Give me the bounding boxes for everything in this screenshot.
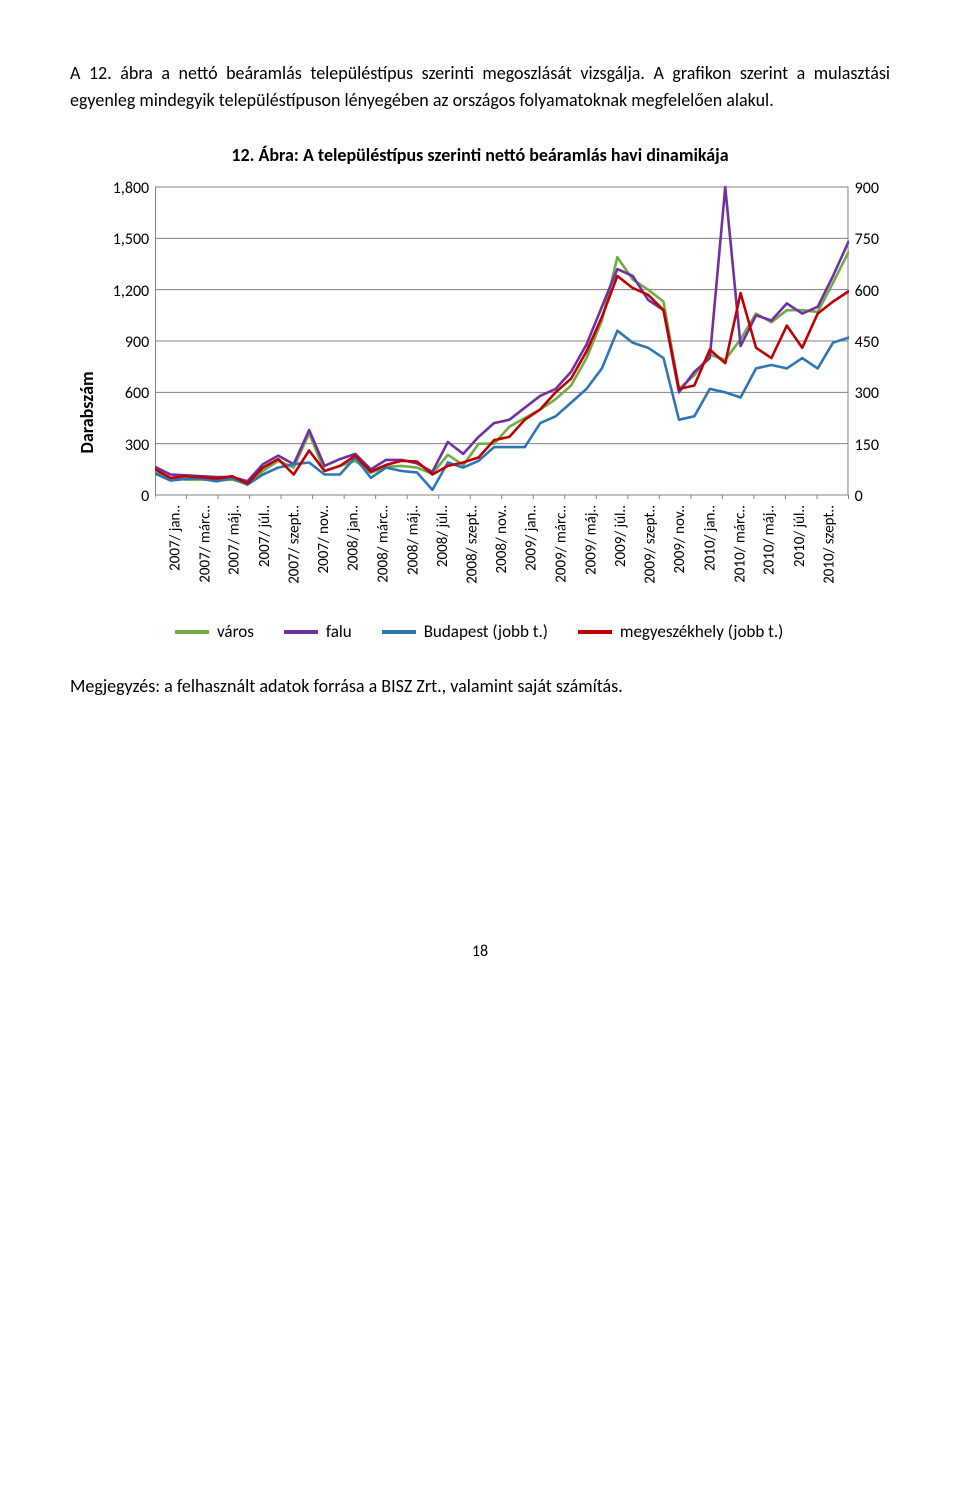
y-axis-label: Darabszám (70, 181, 105, 645)
x-tick-label: 2008/ nov.. (491, 505, 514, 573)
y-tick-label: 1,500 (113, 228, 149, 252)
y-tick-label: 900 (855, 177, 879, 201)
legend-label: Budapest (jobb t.) (424, 619, 548, 645)
y-ticks-right: 0150300450600750900 (849, 181, 890, 501)
x-tick-label: 2010/ júl.. (788, 505, 811, 567)
chart-container: Darabszám 03006009001,2001,5001,800 0150… (70, 181, 890, 645)
x-tick-label: 2010/ jan.. (699, 505, 722, 571)
x-tick-label: 2009/ jan.. (521, 505, 544, 571)
intro-paragraph: A 12. ábra a nettó beáramlás településtí… (70, 60, 890, 114)
legend-swatch (284, 630, 318, 634)
legend-swatch (578, 630, 612, 634)
x-tick-label: 2007/ júl.. (254, 505, 277, 567)
legend-label: város (217, 619, 254, 645)
figure-title: 12. Ábra: A településtípus szerinti nett… (70, 142, 890, 169)
x-tick-label: 2009/ szept.. (640, 505, 663, 584)
y-tick-label: 900 (125, 331, 149, 355)
x-tick-label: 2007/ máj.. (224, 505, 247, 575)
chart-svg (155, 181, 848, 501)
legend-label: megyeszékhely (jobb t.) (620, 619, 783, 645)
y-tick-label: 0 (141, 485, 149, 509)
x-tick-label: 2008/ jan.. (343, 505, 366, 571)
y-tick-label: 300 (855, 382, 879, 406)
legend-item: Budapest (jobb t.) (382, 619, 548, 645)
y-tick-label: 300 (125, 434, 149, 458)
y-tick-label: 150 (855, 434, 879, 458)
y-tick-label: 1,800 (113, 177, 149, 201)
x-tick-label: 2008/ júl.. (432, 505, 455, 567)
y-tick-label: 0 (855, 485, 863, 509)
x-ticks: 2007/ jan.. 2007/ márc.. 2007/ máj.. 2007/ … (161, 501, 844, 611)
legend-item: falu (284, 619, 352, 645)
figure-note: Megjegyzés: a felhasznált adatok forrása… (70, 673, 890, 700)
legend-swatch (382, 630, 416, 634)
x-tick-label: 2009/ nov.. (670, 505, 693, 573)
x-tick-label: 2008/ máj.. (402, 505, 425, 575)
y-tick-label: 600 (855, 280, 879, 304)
y-tick-label: 1,200 (113, 280, 149, 304)
x-tick-label: 2007/ nov.. (313, 505, 336, 573)
chart-legend: város falu Budapest (jobb t.) megyeszékhely… (175, 619, 890, 645)
x-tick-label: 2009/ júl.. (610, 505, 633, 567)
legend-item: megyeszékhely (jobb t.) (578, 619, 783, 645)
y-ticks-left: 03006009001,2001,5001,800 (105, 181, 155, 501)
y-tick-label: 750 (855, 228, 879, 252)
y-tick-label: 450 (855, 331, 879, 355)
page-number: 18 (70, 940, 890, 964)
y-tick-label: 600 (125, 382, 149, 406)
x-tick-label: 2008/ szept.. (462, 505, 485, 584)
x-tick-label: 2009/ máj.. (580, 505, 603, 575)
x-tick-label: 2007/ szept.. (283, 505, 306, 584)
x-tick-label: 2010/ máj.. (759, 505, 782, 575)
legend-swatch (175, 630, 209, 634)
x-tick-label: 2009/ márc.. (551, 505, 574, 583)
x-tick-label: 2007/ jan.. (165, 505, 188, 571)
legend-label: falu (326, 619, 352, 645)
x-tick-label: 2007/ márc.. (194, 505, 217, 583)
x-tick-label: 2010/ szept.. (818, 505, 841, 584)
x-tick-label: 2010/ márc.. (729, 505, 752, 583)
legend-item: város (175, 619, 254, 645)
x-tick-label: 2008/ márc.. (373, 505, 396, 583)
